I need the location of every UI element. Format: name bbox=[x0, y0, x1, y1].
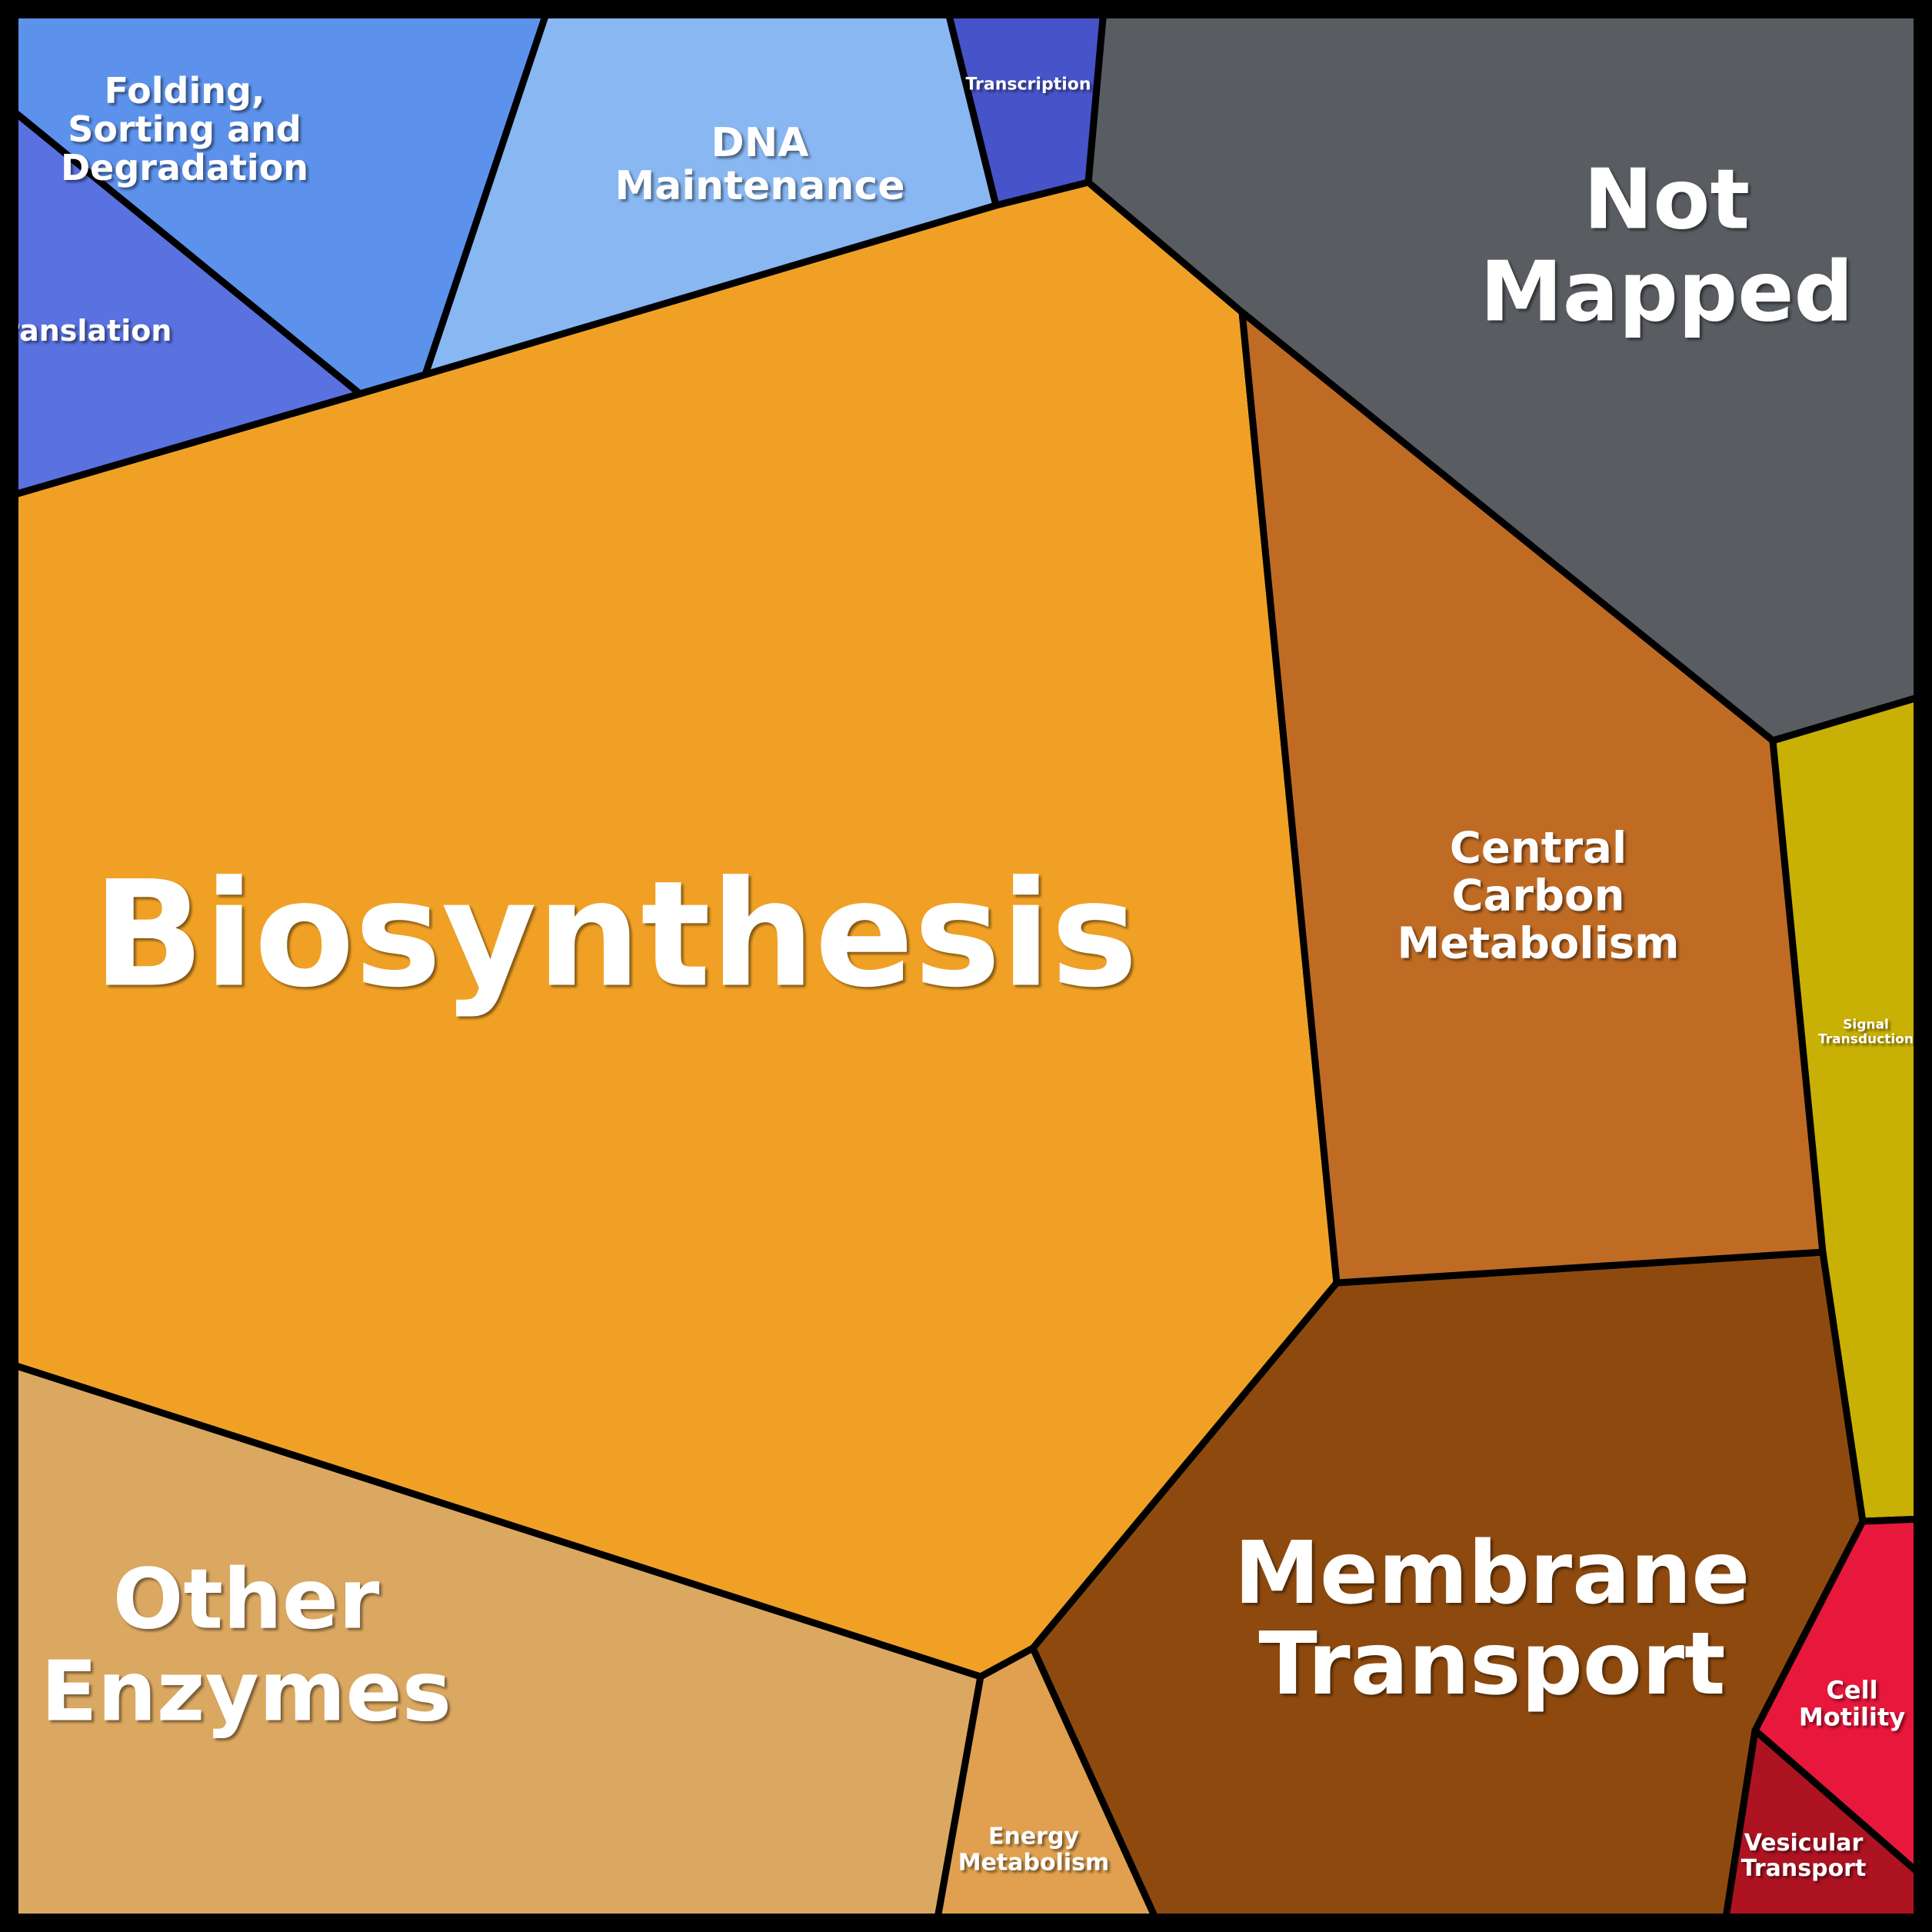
treemap-cells bbox=[5, 5, 1927, 1927]
